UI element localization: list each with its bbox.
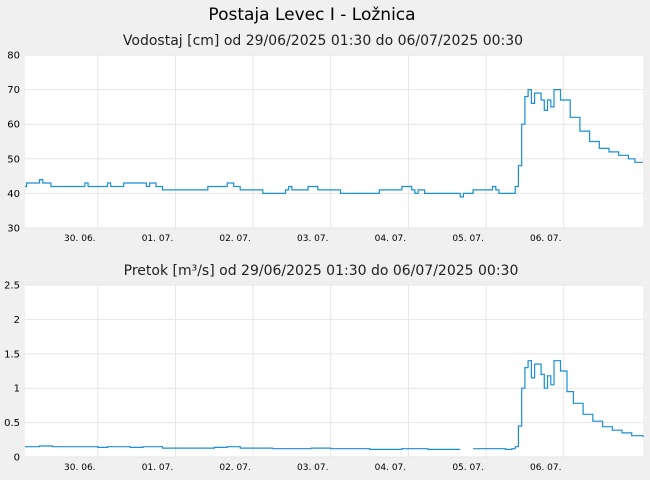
y-tick-label: 2.5: [4, 281, 20, 292]
discharge-y-axis: 0 0.5 1 1.5 2 2.5: [4, 281, 20, 464]
discharge-chart-title: Pretok [m³/s] od 29/06/2025 01:30 do 06/…: [124, 263, 519, 279]
discharge-grid: [25, 284, 643, 458]
x-tick-label: 05. 07.: [452, 234, 484, 244]
y-tick-label: 0.5: [4, 418, 20, 429]
water-level-plot-area: [25, 55, 643, 228]
x-tick-label: 02. 07.: [219, 234, 251, 244]
discharge-chart: Pretok [m³/s] od 29/06/2025 01:30 do 06/…: [4, 263, 644, 473]
water-level-x-axis: 30. 06. 01. 07. 02. 07. 03. 07. 04. 07. 05. 0…: [64, 234, 561, 244]
x-tick-label: 05. 07.: [452, 463, 484, 473]
x-tick-label: 30. 06.: [64, 463, 96, 473]
series-line: [25, 89, 643, 198]
x-tick-label: 01. 07.: [142, 463, 174, 473]
x-tick-label: 30. 06.: [64, 234, 96, 244]
x-tick-label: 03. 07.: [297, 234, 329, 244]
y-tick-label: 80: [7, 51, 20, 62]
y-tick-label: 40: [7, 189, 20, 200]
x-tick-label: 04. 07.: [375, 234, 407, 244]
y-tick-label: 1.5: [4, 349, 20, 360]
discharge-x-axis: 30. 06. 01. 07. 02. 07. 03. 07. 04. 07. 05. 0…: [64, 463, 561, 473]
series-line: [473, 360, 644, 450]
y-tick-label: 30: [7, 224, 20, 235]
x-tick-label: 03. 07.: [297, 463, 329, 473]
y-tick-label: 1: [14, 384, 20, 395]
y-tick-label: 0: [14, 453, 20, 464]
water-level-chart-title: Vodostaj [cm] od 29/06/2025 01:30 do 06/…: [123, 33, 523, 49]
water-level-y-axis: 30 40 50 60 70 80: [7, 51, 20, 235]
page-title: Postaja Levec I - Ložnica: [208, 5, 415, 25]
x-tick-label: 06. 07.: [530, 234, 562, 244]
series-line: [25, 445, 461, 450]
y-tick-label: 70: [7, 85, 20, 96]
x-tick-label: 04. 07.: [375, 463, 407, 473]
discharge-series: [25, 360, 644, 450]
water-level-chart: Vodostaj [cm] od 29/06/2025 01:30 do 06/…: [7, 33, 643, 244]
water-level-grid: [25, 54, 643, 229]
x-tick-label: 01. 07.: [142, 234, 174, 244]
x-tick-label: 06. 07.: [530, 463, 562, 473]
y-tick-label: 60: [7, 120, 20, 131]
discharge-plot-area: [25, 285, 643, 457]
y-tick-label: 50: [7, 154, 20, 165]
x-tick-label: 02. 07.: [219, 463, 251, 473]
y-tick-label: 2: [14, 315, 20, 326]
water-level-series: [25, 89, 643, 198]
